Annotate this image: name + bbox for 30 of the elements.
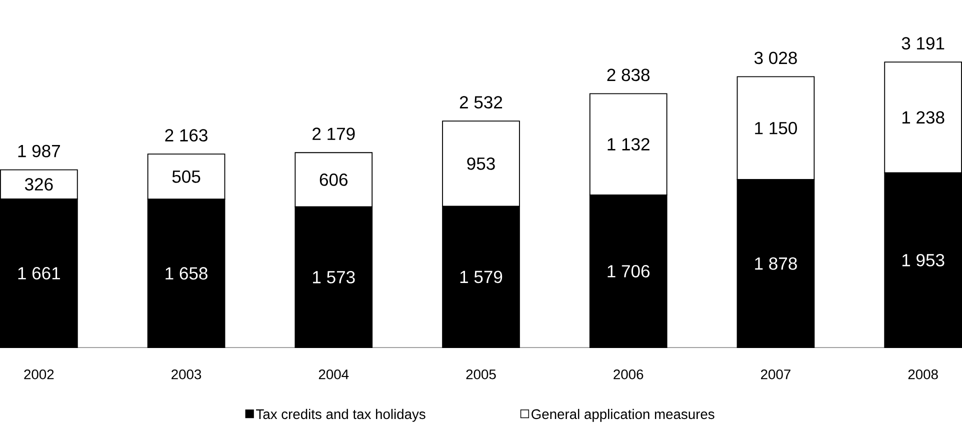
data-label: 1 706	[608, 264, 650, 278]
x-tick-label: 2005	[466, 369, 496, 380]
data-label: 1 661	[18, 266, 60, 280]
x-tick-label: 2006	[614, 369, 644, 380]
total-label: 2 179	[312, 128, 355, 140]
total-label: 1 987	[18, 144, 60, 158]
data-label: 1 658	[166, 267, 208, 280]
data-label: 1 953	[902, 254, 944, 266]
total-label: 2 838	[607, 68, 650, 82]
x-tick-label: 2004	[318, 369, 349, 380]
legend-label: Tax credits and tax holidays	[256, 408, 426, 422]
total-label: 3 191	[902, 37, 944, 50]
data-label: 1 132	[608, 138, 650, 150]
legend-label: General application measures	[532, 408, 714, 422]
data-label: 326	[24, 178, 53, 190]
x-tick-label: 2002	[24, 369, 54, 380]
data-label: 1 238	[902, 111, 944, 124]
data-label: 953	[467, 157, 495, 170]
data-label: 1 878	[755, 257, 797, 270]
data-label: 505	[172, 170, 200, 183]
data-label: 1 573	[313, 270, 355, 284]
total-label: 2 163	[165, 129, 208, 142]
total-label: 2 532	[460, 96, 502, 108]
total-label: 3 028	[754, 52, 797, 64]
data-label: 606	[320, 173, 348, 186]
x-tick-label: 2003	[172, 369, 202, 380]
x-tick-label: 2007	[761, 369, 790, 380]
data-label: 1 150	[755, 122, 797, 134]
x-tick-label: 2008	[908, 369, 938, 380]
data-label: 1 579	[460, 270, 502, 284]
